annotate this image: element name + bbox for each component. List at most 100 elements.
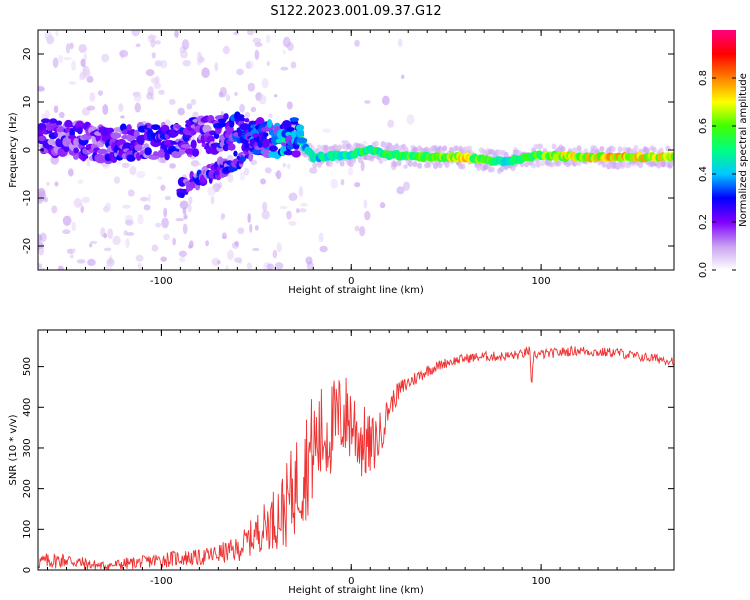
spectrogram-speckle	[103, 247, 112, 252]
spectrogram-speckle	[397, 38, 403, 48]
spectrogram-speckle	[276, 170, 282, 180]
spectrogram-speckle	[69, 42, 74, 50]
spectrogram-ridge-blob	[244, 118, 250, 123]
spectrogram-speckle	[137, 214, 144, 225]
spectrogram-ridge-blob	[73, 154, 79, 160]
spectrogram-speckle	[210, 195, 215, 205]
spectrogram-speckle	[288, 192, 298, 202]
spectrogram-ridge-blob	[55, 120, 63, 126]
spectrogram-speckle	[197, 51, 201, 62]
spectrogram-ridge-blob	[217, 118, 227, 123]
spectrogram-speckle	[58, 111, 65, 119]
spectrogram-speckle	[258, 94, 267, 105]
spectrogram-speckle	[254, 49, 260, 61]
spectrogram-speckle	[51, 205, 58, 214]
spectrogram-speckle	[140, 197, 149, 202]
spectrogram-speckle	[244, 111, 251, 119]
spectrogram-speckle	[168, 98, 176, 106]
spectrogram-speckle	[101, 53, 110, 63]
spectrogram-ridge-blob	[223, 113, 229, 120]
spectrogram-speckle	[205, 240, 210, 247]
colorbar-label: Normalized spectral amplitude	[738, 73, 749, 227]
spectrogram-ridge-blob	[134, 144, 143, 152]
spectrogram-speckle	[89, 92, 96, 102]
spectrogram-image	[38, 30, 674, 270]
spectrogram-ridge-blob	[180, 143, 192, 149]
snr-ytick-label: 300	[22, 438, 33, 457]
spectrogram-halo	[453, 145, 459, 152]
spectrogram-speckle	[224, 264, 230, 270]
spectrogram-speckle	[322, 128, 331, 133]
spectrogram-speckle	[136, 171, 146, 179]
spectrogram-speckle	[175, 217, 185, 222]
spectrogram-speckle	[237, 227, 245, 235]
spectrogram-speckle	[119, 49, 129, 58]
spectrogram-speckle	[54, 181, 59, 187]
spectrogram-speckle	[319, 245, 328, 253]
spectrogram-ridge-blob	[38, 135, 46, 142]
colorbar-tick-label: 0.6	[698, 118, 709, 134]
spectrogram-speckle	[341, 140, 350, 144]
spectrogram-ridge-blob	[49, 118, 58, 124]
spectrogram-speckle	[282, 162, 286, 168]
spectrogram-ridge-blob	[126, 154, 136, 162]
spectrogram-speckle	[112, 235, 121, 246]
spectrogram-halo	[351, 158, 357, 165]
spectrogram-speckle	[288, 221, 297, 226]
spectrogram-speckle	[163, 233, 170, 241]
colorbar-tick-label: 0.0	[698, 262, 709, 278]
spectrogram-speckle	[137, 262, 142, 270]
spectrogram-speckle	[222, 232, 227, 240]
spectrogram-speckle	[290, 61, 297, 69]
spectrogram-speckle	[164, 195, 171, 201]
spectrogram-speckle	[188, 196, 193, 205]
spectrogram-halo	[312, 162, 318, 169]
spectrogram-speckle	[155, 222, 162, 228]
spectrogram-speckle	[266, 263, 275, 270]
spectrogram-speckle	[254, 42, 263, 47]
spectrogram-speckle	[234, 91, 238, 96]
spectrogram-ridge-blob	[82, 154, 89, 159]
spectrogram-speckle	[134, 102, 141, 113]
spectrogram-speckle	[236, 68, 244, 76]
colorbar-tick-label: 0.4	[698, 166, 709, 182]
spectrogram-speckle	[163, 207, 168, 218]
spectrogram-speckle	[68, 81, 76, 85]
spectrogram-ridge-blob	[144, 147, 152, 156]
spectrogram-speckle	[133, 92, 142, 103]
spectrogram-speckle	[211, 257, 221, 267]
spectrogram-speckle	[156, 176, 163, 181]
spectrogram-speckle	[158, 89, 165, 95]
spectrogram-speckle	[89, 243, 93, 248]
spectrogram-speckle	[268, 113, 273, 119]
spectrogram-speckle	[396, 186, 405, 195]
spectrogram-speckle	[286, 210, 292, 220]
spectrogram-speckle	[102, 104, 109, 115]
spectrogram-halo	[490, 166, 496, 173]
spectrogram-ridge-blob	[76, 126, 83, 135]
spectrogram-speckle	[207, 186, 216, 196]
spectrogram-speckle	[280, 66, 289, 71]
spectrogram-speckle	[150, 77, 159, 84]
spectrogram-speckle	[73, 197, 82, 208]
spectrogram-speckle	[172, 237, 176, 246]
spectrogram-speckle	[38, 85, 44, 90]
spectrogram-ylabel: Frequency (Hz)	[8, 112, 19, 188]
snr-plot-area	[38, 345, 674, 570]
spectrogram-speckle	[247, 82, 256, 92]
spectrogram-speckle	[97, 90, 104, 96]
spectrogram-speckle	[151, 52, 156, 59]
spectrogram-halo	[665, 145, 671, 152]
spectrogram-speckle	[354, 39, 360, 47]
spectrogram-halo	[357, 157, 363, 164]
spectrogram-xlabel: Height of straight line (km)	[288, 285, 424, 296]
spectrogram-speckle	[330, 178, 338, 189]
spectrogram-ridge-blob	[296, 137, 308, 144]
spectrogram-speckle	[227, 249, 234, 261]
spectrogram-ridge-blob	[63, 146, 70, 152]
spectrogram-speckle	[160, 256, 167, 262]
spectrogram-branch-blob	[263, 132, 269, 137]
spectrogram-ridge-blob	[106, 127, 115, 134]
spectrogram-speckle	[266, 61, 270, 67]
spectrogram-ridge-blob	[45, 121, 53, 132]
